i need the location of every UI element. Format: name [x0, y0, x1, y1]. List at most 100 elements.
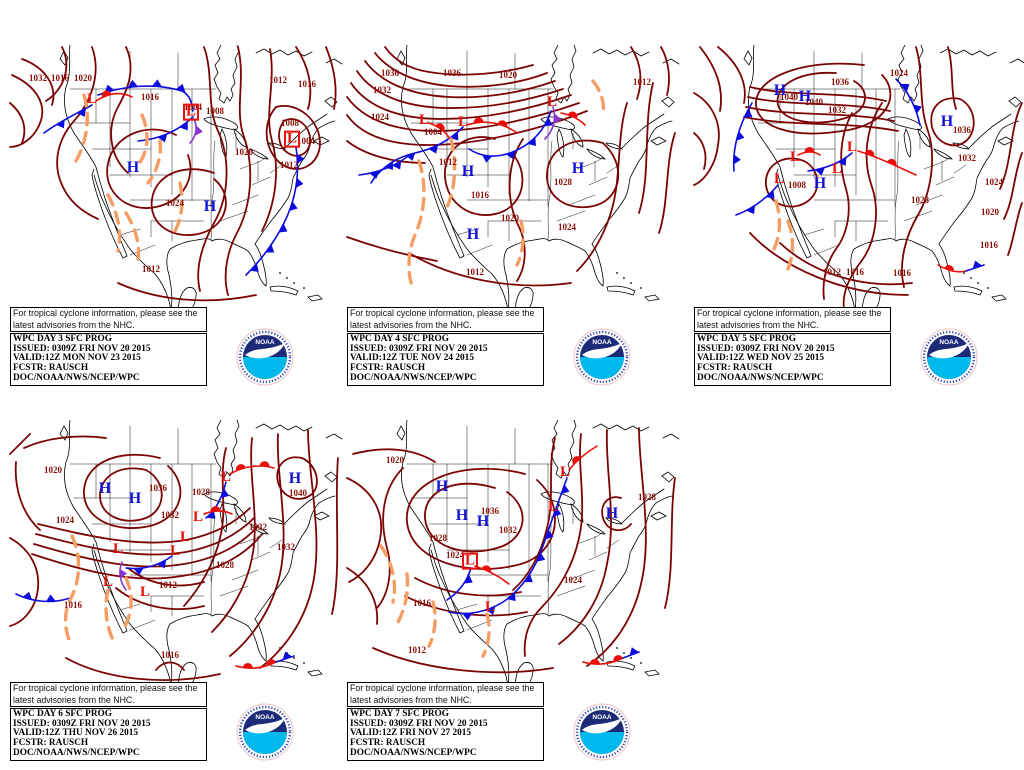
front-symbol — [554, 113, 562, 124]
map-coastline — [1008, 96, 1022, 108]
map-coastline — [313, 136, 330, 146]
front-cold — [97, 85, 194, 112]
isobar — [99, 467, 163, 522]
state-boundary — [251, 176, 271, 186]
map-coastline — [997, 136, 1014, 146]
front-symbol — [175, 83, 186, 92]
map-coastline — [249, 148, 269, 160]
logo-gull-icon — [929, 343, 969, 359]
isobar — [325, 46, 337, 110]
map-coastline — [284, 488, 328, 524]
map-coastline — [255, 423, 313, 432]
map-coastline — [203, 116, 238, 130]
logo-noaa-text: NOAA — [939, 339, 958, 346]
map-coastline — [396, 425, 406, 441]
map-coastline — [166, 502, 320, 686]
front-warm — [560, 112, 586, 126]
isobar — [83, 453, 182, 529]
front-stat — [591, 79, 606, 117]
logo-noaa-text: NOAA — [255, 714, 274, 721]
prog-valid: VALID:12Z TUE NOV 24 2015 — [350, 353, 474, 364]
isobar — [56, 46, 99, 220]
front-symbol — [744, 109, 753, 119]
front-symbol — [405, 152, 416, 161]
front-cold — [895, 78, 921, 126]
isobar — [155, 661, 185, 671]
isobar — [776, 72, 866, 124]
logo-sea — [580, 732, 624, 754]
map-coastline — [650, 511, 667, 521]
prog-valid: VALID:12Z FRI NOV 27 2015 — [350, 728, 472, 739]
logo-ring-text — [238, 330, 292, 384]
map-coastline — [177, 287, 197, 311]
front-warm — [568, 445, 598, 471]
map-coastline — [897, 45, 924, 104]
map-coastline — [430, 549, 493, 650]
front-symbol — [527, 137, 536, 147]
front-stat — [106, 193, 122, 253]
logo-gull-icon — [582, 343, 622, 359]
map-coastline — [269, 285, 299, 296]
front-symbol — [524, 573, 533, 583]
front-symbol — [464, 574, 473, 584]
isobar — [374, 52, 548, 88]
map-coastline — [777, 174, 840, 275]
isobar — [127, 567, 205, 587]
map-coastline — [213, 420, 240, 479]
prog-doc: DOC/NOAA/NWS/NCEP/WPC — [350, 747, 477, 758]
isobar — [9, 433, 31, 455]
front-symbol — [766, 190, 775, 199]
prog-title: WPC DAY 6 SFC PROG — [13, 709, 112, 719]
front-symbol — [242, 663, 253, 669]
isobar — [747, 96, 891, 112]
noaa-logo-graphic: NOAA — [236, 328, 294, 386]
map-coastline — [64, 45, 128, 259]
map-coastline — [1009, 58, 1024, 64]
state-boundary — [803, 228, 825, 236]
isobar — [930, 97, 975, 147]
logo-noaa-text: NOAA — [255, 339, 274, 346]
front-warm — [474, 565, 510, 585]
prog-title: WPC DAY 5 SFC PROG — [697, 334, 796, 344]
map-coastline — [503, 127, 657, 311]
isobar — [356, 70, 564, 109]
state-boundary — [456, 603, 478, 611]
state-boundary — [119, 228, 141, 236]
logo-noaa-text: NOAA — [592, 339, 611, 346]
map-coastline — [307, 294, 323, 302]
prog-doc: DOC/NOAA/NWS/NCEP/WPC — [13, 372, 140, 383]
state-boundary — [231, 194, 259, 206]
noaa-logo-graphic: NOAA — [573, 703, 631, 761]
isobar — [999, 102, 1023, 190]
panel-day3-sfc-prog: 1032 1016 1020 1016 1004 1008 1012 1016 1008 1004… — [8, 45, 344, 395]
map-coastline — [213, 45, 240, 104]
front-symbol — [507, 592, 516, 602]
front-symbol — [369, 170, 380, 179]
isobar — [372, 647, 554, 674]
front-symbol — [497, 120, 508, 128]
map-coastline — [556, 502, 565, 533]
state-boundary — [456, 228, 478, 236]
noaa-logo: NOAA — [236, 703, 294, 761]
isobar — [346, 567, 379, 625]
map-coastline — [592, 48, 650, 57]
surface-prog-map — [346, 45, 680, 311]
tropical-note: For tropical cyclone information, please… — [347, 307, 544, 332]
surface-prog-map — [9, 420, 343, 686]
prog-issued: ISSUED: 0309Z FRI NOV 20 2015 — [13, 343, 151, 354]
state-boundary — [576, 531, 604, 545]
front-stat — [104, 588, 116, 644]
front-symbol — [235, 464, 246, 471]
state-boundary — [588, 176, 608, 186]
map-coastline — [396, 50, 406, 66]
map-coastline — [318, 495, 336, 504]
isobar — [9, 102, 26, 144]
front-occl — [189, 118, 197, 144]
front-stat — [74, 93, 89, 163]
front-symbol — [804, 147, 815, 153]
front-cold — [205, 481, 227, 519]
isobar — [197, 46, 228, 292]
logo-sea — [243, 357, 287, 379]
front-symbol — [613, 655, 623, 662]
isobar — [745, 106, 895, 122]
